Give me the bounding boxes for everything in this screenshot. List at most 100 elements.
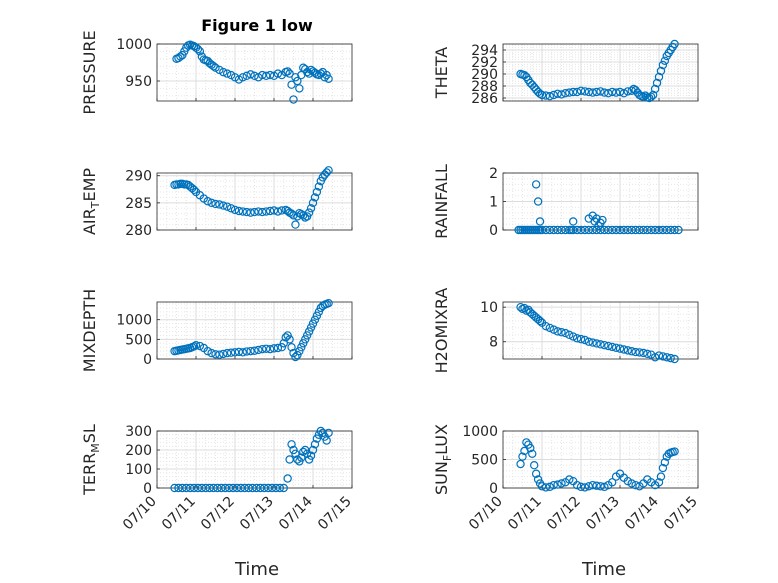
data-point xyxy=(611,343,621,352)
data-point xyxy=(627,347,636,356)
data-point xyxy=(191,341,201,350)
data-point xyxy=(608,342,617,352)
data-point xyxy=(596,87,605,96)
data-point xyxy=(654,72,664,82)
data-point xyxy=(572,225,582,235)
y-tick-label: 500 xyxy=(125,332,152,348)
data-point xyxy=(263,483,273,493)
data-point xyxy=(308,445,318,455)
y-tick-label: 10 xyxy=(480,300,498,316)
y-tick-label: 950 xyxy=(125,74,152,90)
data-point xyxy=(528,449,537,458)
x-tick-label: 07/13 xyxy=(237,494,277,534)
data-point xyxy=(648,90,658,100)
data-point xyxy=(541,321,551,331)
y-tick-label: 1 xyxy=(489,195,498,211)
x-tick-label: 07/12 xyxy=(198,494,238,534)
data-point xyxy=(226,348,236,357)
data-point xyxy=(189,342,199,351)
x-axis-label-left: Time xyxy=(234,559,279,580)
data-point xyxy=(647,92,656,102)
data-point xyxy=(662,353,672,362)
data-point xyxy=(312,187,322,197)
data-point xyxy=(592,225,601,235)
data-point xyxy=(312,311,322,320)
data-point xyxy=(193,44,203,54)
data-point xyxy=(631,480,640,490)
data-point xyxy=(580,87,590,96)
data-point xyxy=(635,348,644,357)
data-point xyxy=(314,307,324,317)
data-point xyxy=(279,339,288,348)
data-point xyxy=(242,347,251,356)
y-tick-label: 290 xyxy=(125,169,152,185)
data-point xyxy=(297,453,306,462)
data-point xyxy=(174,483,183,493)
data-point xyxy=(660,458,670,467)
data-point xyxy=(565,88,574,97)
data-point xyxy=(569,87,578,97)
data-point xyxy=(267,483,277,493)
data-point xyxy=(209,483,218,493)
data-point xyxy=(670,447,679,456)
x-tick-label: 07/15 xyxy=(661,494,701,534)
data-point xyxy=(248,483,257,493)
data-point xyxy=(611,225,621,235)
x-tick-label: 07/11 xyxy=(505,494,545,534)
y-tick-label: 0 xyxy=(143,481,152,497)
data-point xyxy=(652,78,662,88)
data-points xyxy=(514,180,683,235)
data-point xyxy=(631,347,640,357)
y-tick-label: 200 xyxy=(125,443,152,459)
data-point xyxy=(549,480,558,490)
data-point xyxy=(627,86,636,96)
data-point xyxy=(277,206,286,215)
data-point xyxy=(588,480,597,490)
data-point xyxy=(670,39,679,49)
data-point xyxy=(569,217,578,226)
y-tick-label: 285 xyxy=(125,196,152,212)
data-point xyxy=(238,348,247,357)
data-point xyxy=(310,193,320,202)
data-point xyxy=(304,208,314,217)
data-point xyxy=(592,481,601,490)
data-point xyxy=(588,88,597,97)
data-point xyxy=(639,348,648,358)
data-point xyxy=(269,344,279,353)
data-points xyxy=(170,426,333,493)
data-point xyxy=(561,328,570,338)
data-point xyxy=(584,337,594,346)
data-point xyxy=(232,483,242,493)
data-point xyxy=(549,325,558,334)
data-point xyxy=(273,343,283,353)
data-point xyxy=(572,480,582,490)
data-point xyxy=(520,303,529,313)
data-point xyxy=(170,483,179,493)
data-point xyxy=(600,340,609,350)
y-tick-label: 500 xyxy=(471,453,498,469)
axes-box xyxy=(502,43,699,102)
x-tick-label: 07/10 xyxy=(120,494,160,534)
data-point xyxy=(600,88,609,97)
data-point xyxy=(553,225,562,235)
data-point xyxy=(541,91,551,100)
y-tick-label: 280 xyxy=(125,223,152,239)
data-point xyxy=(324,428,333,438)
data-point xyxy=(262,344,271,353)
data-point xyxy=(250,71,259,81)
data-point xyxy=(287,440,296,449)
y-axis-label: SUNFLUX xyxy=(432,424,454,495)
data-point xyxy=(627,479,636,488)
data-point xyxy=(207,348,216,358)
data-point xyxy=(293,76,302,86)
subplot-sun_flux: 0 500 1000 07/10 07/11 07/12 07/13 07/14 07/15 SU… xyxy=(432,424,701,533)
data-point xyxy=(193,483,203,493)
y-axis-label: RAINFALL xyxy=(432,164,451,239)
data-point xyxy=(545,323,555,333)
data-point xyxy=(203,346,212,356)
data-point xyxy=(283,67,292,76)
data-point xyxy=(205,483,214,493)
y-axis-label: TERRMSL xyxy=(80,424,102,496)
data-point xyxy=(182,483,191,493)
data-point xyxy=(576,334,586,344)
